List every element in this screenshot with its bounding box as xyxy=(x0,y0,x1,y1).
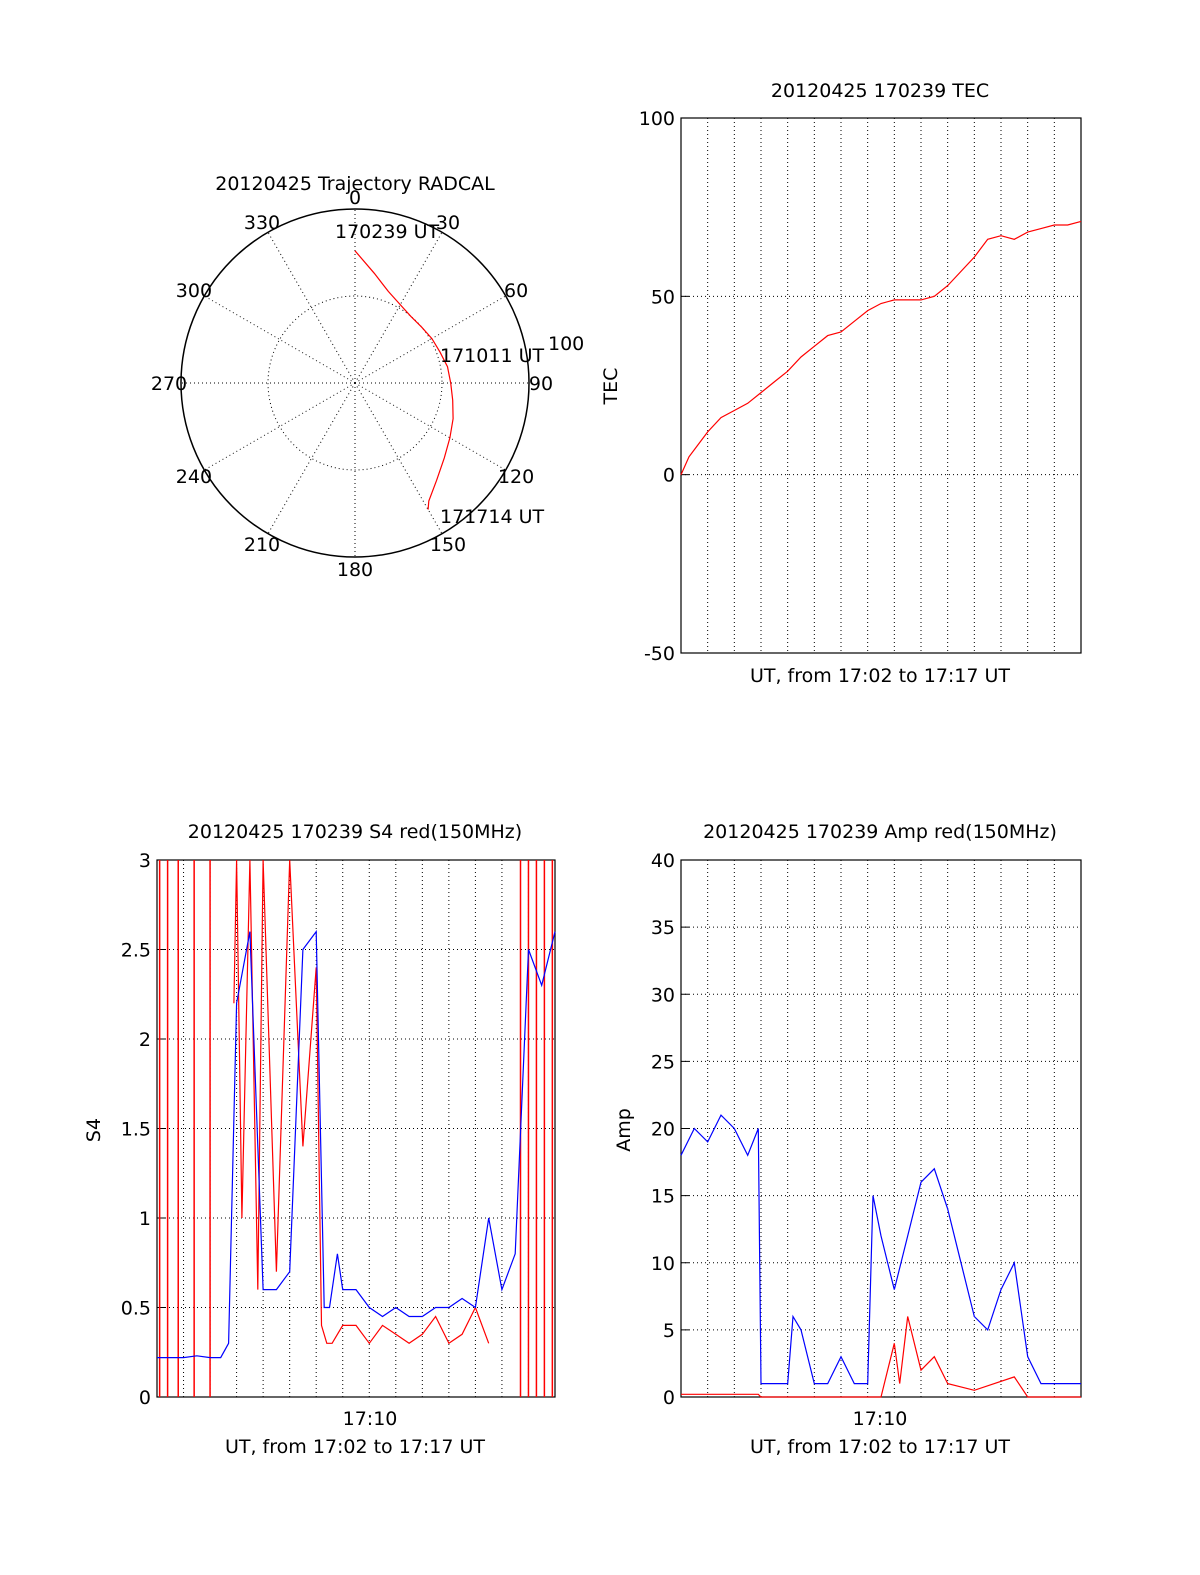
s4-blue-series-line xyxy=(157,929,556,1359)
tec-yticks: 100 50 0 -50 xyxy=(639,108,689,665)
s4-xlabel: UT, from 17:02 to 17:17 UT xyxy=(225,1436,485,1458)
trajectory-start-label: 170239 UT xyxy=(335,221,439,243)
amp-red-series-line xyxy=(681,1316,1081,1398)
s4-xtick: 17:10 xyxy=(343,1408,398,1430)
amp-yticks: 40 35 30 25 20 15 10 5 0 xyxy=(651,850,689,1409)
ytick-label-s4-2.5: 2.5 xyxy=(121,940,151,962)
s4-panel: 20120425 170239 S4 red(150MHz) 3 2.5 2 1.5 1… xyxy=(83,821,556,1458)
tec-panel: 20120425 170239 TEC 100 50 0 -50 TEC UT, fr… xyxy=(600,80,1082,687)
tec-xlabel: UT, from 17:02 to 17:17 UT xyxy=(750,665,1010,687)
polar-angle-label-60: 60 xyxy=(504,280,528,302)
polar-angle-label-180: 180 xyxy=(337,559,373,581)
polar-spoke-150 xyxy=(354,382,443,534)
polar-ring-0 xyxy=(267,295,443,471)
trajectory-end-label: 171714 UT xyxy=(440,506,544,528)
plot-frame-s4 xyxy=(156,859,556,1398)
polar-angle-label-330: 330 xyxy=(244,212,280,234)
s4-yticks: 3 2.5 2 1.5 1 0.5 0 xyxy=(121,850,165,1409)
polar-title: 20120425 Trajectory RADCAL xyxy=(215,173,495,195)
polar-spoke-60 xyxy=(354,295,506,384)
polar-angle-label-0: 0 xyxy=(349,187,361,209)
polar-angle-label-90: 90 xyxy=(529,373,553,395)
ytick-label-tec-100: 100 xyxy=(639,108,675,130)
amp-xtick: 17:10 xyxy=(853,1408,908,1430)
tec-title: 20120425 170239 TEC xyxy=(771,80,989,102)
ytick-label-s4-2: 2 xyxy=(139,1029,151,1051)
tec-ylabel: TEC xyxy=(600,368,622,406)
polar-spoke-30 xyxy=(354,232,443,384)
ytick-label-amp-20: 20 xyxy=(651,1119,675,1141)
tec-grid xyxy=(680,117,1082,654)
s4-red-vertical-lines xyxy=(158,860,554,1397)
polar-angle-label-240: 240 xyxy=(176,466,212,488)
ytick-label-amp-15: 15 xyxy=(651,1186,675,1208)
trajectory-mid-label: 171011 UT xyxy=(440,345,544,367)
s4-grid xyxy=(156,859,556,1398)
ytick-label-s4-1.5: 1.5 xyxy=(121,1119,151,1141)
ytick-label-s4-0.5: 0.5 xyxy=(121,1298,151,1320)
amp-grid xyxy=(680,859,1082,1398)
polar-radius-label: 100 xyxy=(548,333,584,355)
polar-spoke-330 xyxy=(267,232,356,384)
tec-series-line xyxy=(680,220,1082,475)
ytick-label-amp-40: 40 xyxy=(651,850,675,872)
s4-ylabel: S4 xyxy=(83,1118,105,1142)
polar-angle-label-300: 300 xyxy=(176,280,212,302)
amp-blue-series-line xyxy=(680,1114,1081,1385)
s4-title: 20120425 170239 S4 red(150MHz) xyxy=(188,821,522,843)
polar-outer-circle xyxy=(180,208,530,558)
polar-spoke-120 xyxy=(354,382,506,471)
polar-trajectory-panel: 20120425 Trajectory RADCAL 0 30 60 90 120 150… xyxy=(151,173,584,581)
ytick-label-amp-30: 30 xyxy=(651,984,675,1006)
amp-panel: 20120425 170239 Amp red(150MHz) 40 35 30 25… xyxy=(613,821,1082,1458)
plot-frame-tec xyxy=(680,117,1082,654)
polar-spoke-210 xyxy=(267,382,356,534)
ytick-label-tec--50: -50 xyxy=(644,643,675,665)
amp-ylabel: Amp xyxy=(613,1108,635,1152)
ytick-label-s4-0: 0 xyxy=(139,1387,151,1409)
polar-angle-labels: 0 30 60 90 120 150 180 210 240 270 300 330 xyxy=(151,187,553,581)
polar-angle-label-30: 30 xyxy=(436,212,460,234)
polar-spoke-240 xyxy=(204,382,356,471)
polar-angle-label-120: 120 xyxy=(498,466,534,488)
ytick-label-amp-0: 0 xyxy=(663,1387,675,1409)
polar-angle-label-210: 210 xyxy=(244,534,280,556)
ytick-label-tec-50: 50 xyxy=(651,286,675,308)
amp-title: 20120425 170239 Amp red(150MHz) xyxy=(703,821,1057,843)
trajectory-line xyxy=(354,250,454,510)
s4-red-series-line xyxy=(233,859,490,1345)
ytick-label-amp-35: 35 xyxy=(651,917,675,939)
ytick-label-tec-0: 0 xyxy=(663,465,675,487)
ytick-label-amp-25: 25 xyxy=(651,1051,675,1073)
ytick-label-amp-10: 10 xyxy=(651,1253,675,1275)
ytick-label-s4-1: 1 xyxy=(139,1208,151,1230)
amp-xlabel: UT, from 17:02 to 17:17 UT xyxy=(750,1436,1010,1458)
polar-angle-label-270: 270 xyxy=(151,373,187,395)
polar-angle-label-150: 150 xyxy=(430,534,466,556)
polar-spoke-300 xyxy=(204,295,356,384)
ytick-label-amp-5: 5 xyxy=(663,1320,675,1342)
polar-grid xyxy=(180,208,530,558)
ytick-label-s4-3: 3 xyxy=(139,850,151,872)
